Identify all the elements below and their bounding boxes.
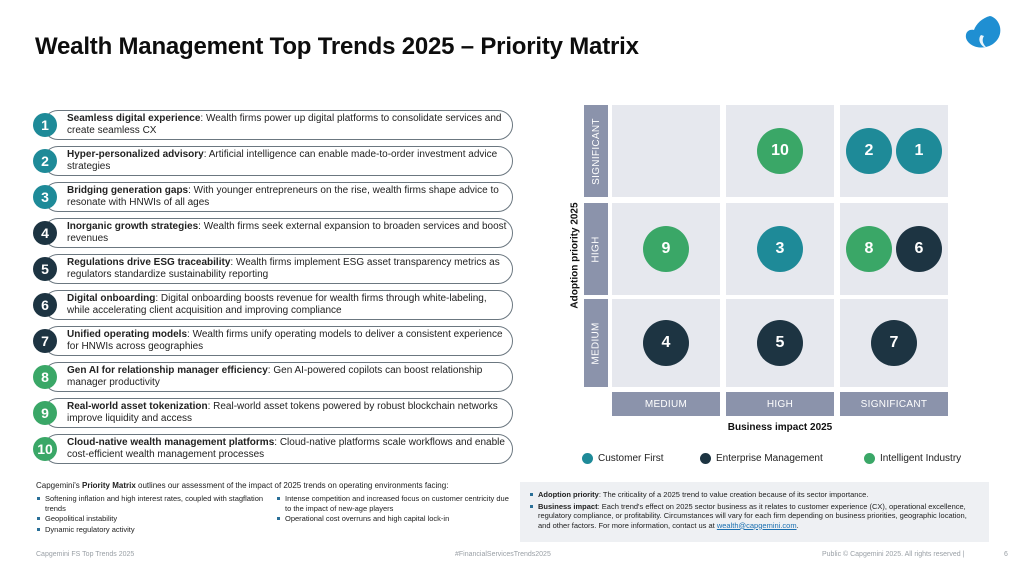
legend-dot-icon xyxy=(582,453,593,464)
trend-pill xyxy=(43,218,513,248)
trend-item: 10 Cloud-native wealth management platfor… xyxy=(33,434,513,464)
legend-dot-icon xyxy=(864,453,875,464)
x-level-label: MEDIUM xyxy=(612,392,720,416)
trend-description: Regulations drive ESG traceability: Weal… xyxy=(67,257,500,280)
y-axis-title: Adoption priority 2025 xyxy=(569,202,581,309)
footer-hashtag: #FinancialServicesTrends2025 xyxy=(455,551,551,558)
x-axis-title: Business impact 2025 xyxy=(727,422,833,433)
trend-number-badge: 2 xyxy=(33,149,57,173)
y-level-label: MEDIUM xyxy=(584,299,608,387)
trend-bubble: 8 xyxy=(846,226,892,272)
contact-email-link[interactable]: wealth@capgemini.com xyxy=(716,520,797,530)
trend-description: Gen AI for relationship manager efficien… xyxy=(67,365,483,388)
assessment-bullet: Softening inflation and high interest ra… xyxy=(36,494,276,513)
trend-number-badge: 8 xyxy=(33,365,57,389)
trend-number-badge: 10 xyxy=(33,437,57,461)
trend-bubble: 5 xyxy=(757,320,803,366)
trend-pill xyxy=(43,182,513,212)
assessment-bullets-col1: Softening inflation and high interest ra… xyxy=(36,494,276,535)
trend-bubble: 2 xyxy=(846,128,892,174)
trend-number-badge: 4 xyxy=(33,221,57,245)
footer-left: Capgemini FS Top Trends 2025 xyxy=(36,551,135,558)
trend-item: 9 Real-world asset tokenization: Real-wor… xyxy=(33,398,513,428)
trend-description: Seamless digital experience: Wealth firm… xyxy=(67,113,502,136)
trend-number-badge: 9 xyxy=(33,401,57,425)
matrix-cell xyxy=(612,105,720,197)
trend-pill xyxy=(43,434,513,464)
assessment-bullet: Intense competition and increased focus … xyxy=(276,494,516,513)
trend-number-badge: 1 xyxy=(33,113,57,137)
trend-description: Unified operating models: Wealth firms u… xyxy=(67,329,503,352)
assessment-bullets-col2: Intense competition and increased focus … xyxy=(276,494,516,535)
trend-bubble: 9 xyxy=(643,226,689,272)
trend-pill xyxy=(43,290,513,320)
trend-number-badge: 7 xyxy=(33,329,57,353)
trend-bubble: 7 xyxy=(871,320,917,366)
assessment-note: Capgemini's Priority Matrix outlines our… xyxy=(36,481,516,535)
trend-description: Hyper-personalized advisory: Artificial … xyxy=(67,149,498,172)
assessment-bullet: Geopolitical instability xyxy=(36,514,276,524)
legend-item: Customer First xyxy=(582,453,664,464)
trend-item: 3 Bridging generation gaps: With younger … xyxy=(33,182,513,212)
trend-bubble: 3 xyxy=(757,226,803,272)
trend-pill xyxy=(43,146,513,176)
trend-number-badge: 5 xyxy=(33,257,57,281)
assessment-bullet: Operational cost overruns and high capit… xyxy=(276,514,516,524)
trend-pill xyxy=(43,326,513,356)
trend-item: 2 Hyper-personalized advisory: Artificial… xyxy=(33,146,513,176)
x-level-label: SIGNIFICANT xyxy=(840,392,948,416)
y-level-label: SIGNIFICANT xyxy=(584,105,608,197)
priority-matrix-chart: MEDIUM HIGH SIGNIFICANT MEDIUM HIGH SIGNIFICA… xyxy=(560,100,990,460)
trend-description: Inorganic growth strategies: Wealth firm… xyxy=(67,221,507,244)
trend-bubble: 6 xyxy=(896,226,942,272)
trend-item: 7 Unified operating models: Wealth firms … xyxy=(33,326,513,356)
trend-description: Real-world asset tokenization: Real-worl… xyxy=(67,401,498,424)
trend-pill xyxy=(43,110,513,140)
y-level-label: HIGH xyxy=(584,203,608,295)
definitions-note: Adoption priority: The criticality of a … xyxy=(520,482,989,542)
trend-item: 1 Seamless digital experience: Wealth fir… xyxy=(33,110,513,140)
chart-legend: Customer First Enterprise Management Intel… xyxy=(582,453,982,467)
trend-number-badge: 3 xyxy=(33,185,57,209)
trend-number-badge: 6 xyxy=(33,293,57,317)
page-number: 6 xyxy=(1004,551,1008,558)
business-impact-definition: Business impact: Each trend's effect on … xyxy=(530,502,981,531)
trend-description: Digital onboarding: Digital onboarding b… xyxy=(67,293,487,316)
trend-bubble: 10 xyxy=(757,128,803,174)
legend-item: Enterprise Management xyxy=(700,453,823,464)
assessment-bullet: Dynamic regulatory activity xyxy=(36,525,276,535)
trend-item: 8 Gen AI for relationship manager efficie… xyxy=(33,362,513,392)
trend-item: 4 Inorganic growth strategies: Wealth fir… xyxy=(33,218,513,248)
trend-bubble: 4 xyxy=(643,320,689,366)
legend-item: Intelligent Industry xyxy=(864,453,961,464)
adoption-priority-definition: Adoption priority: The criticality of a … xyxy=(530,490,981,500)
trend-item: 5 Regulations drive ESG traceability: Wea… xyxy=(33,254,513,284)
page-title: Wealth Management Top Trends 2025 – Prio… xyxy=(35,33,639,60)
footer-copyright: Public © Capgemini 2025. All rights rese… xyxy=(822,551,965,558)
trend-description: Cloud-native wealth management platforms… xyxy=(67,437,505,460)
trend-pill xyxy=(43,362,513,392)
trend-bubble: 1 xyxy=(896,128,942,174)
trend-pill xyxy=(43,398,513,428)
trend-item: 6 Digital onboarding: Digital onboarding … xyxy=(33,290,513,320)
legend-dot-icon xyxy=(700,453,711,464)
capgemini-spade-logo-icon xyxy=(965,16,1001,48)
trend-description: Bridging generation gaps: With younger e… xyxy=(67,185,499,208)
x-level-label: HIGH xyxy=(726,392,834,416)
